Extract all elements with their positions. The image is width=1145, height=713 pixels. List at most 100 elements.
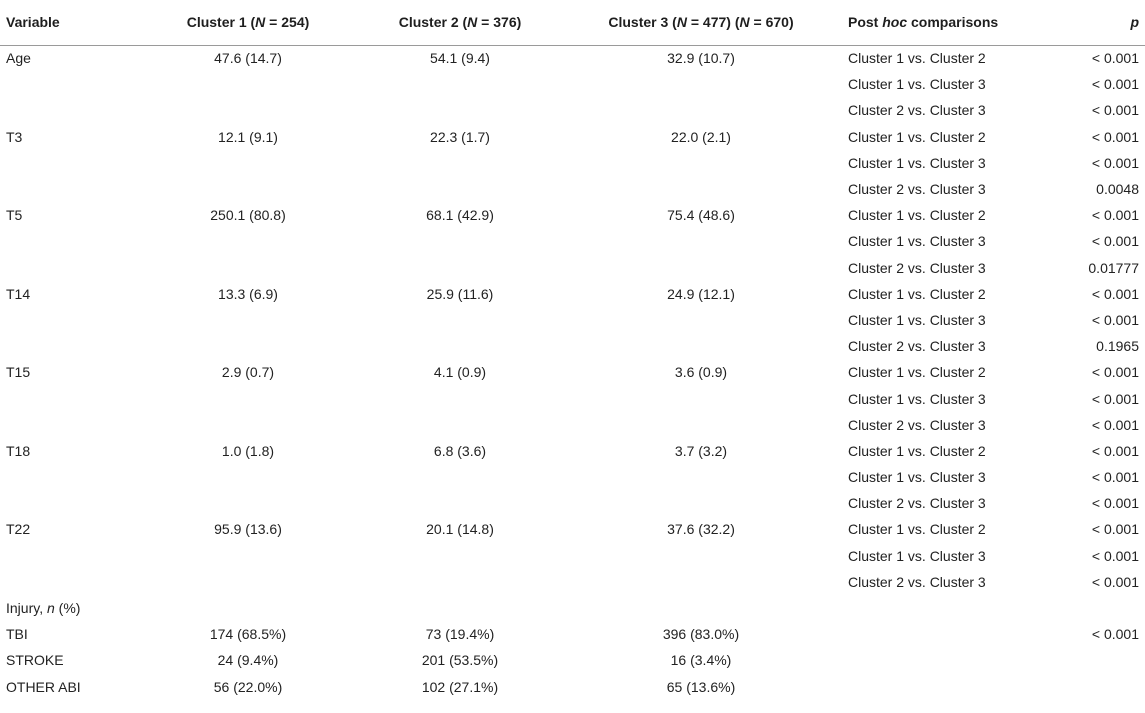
variable-cell: T14 xyxy=(6,285,31,302)
cluster-3-cell: 396 (83.0%) xyxy=(662,626,740,643)
p-value-cell: < 0.001 xyxy=(1091,311,1139,328)
comparison-cell: Cluster 1 vs. Cluster 2 xyxy=(848,128,986,145)
variable-cell: T5 xyxy=(6,207,23,224)
p-value-cell: < 0.001 xyxy=(1091,390,1139,407)
cluster-3-cell xyxy=(566,333,836,359)
cluster-1-cell xyxy=(142,464,354,490)
cluster-2-cell xyxy=(354,490,566,516)
cluster-1-cell: 13.3 (6.9) xyxy=(218,285,278,302)
cluster-1-cell: 1.0 (1.8) xyxy=(221,442,275,459)
p-value-cell: < 0.001 xyxy=(1091,233,1139,250)
comparison-cell: Cluster 2 vs. Cluster 3 xyxy=(848,495,986,512)
cluster-1-cell: 95.9 (13.6) xyxy=(214,521,282,538)
cluster-1-cell xyxy=(142,412,354,438)
variable-cell xyxy=(0,385,142,411)
table-row: Cluster 1 vs. Cluster 3 < 0.001 xyxy=(0,228,1145,254)
variable-cell xyxy=(0,464,142,490)
cluster-2-cell xyxy=(354,307,566,333)
cluster-1-cell: 24 (9.4%) xyxy=(217,652,279,669)
table-row: Cluster 1 vs. Cluster 3 < 0.001 xyxy=(0,385,1145,411)
cluster-3-cell: 37.6 (32.2) xyxy=(667,521,735,538)
p-value-cell: < 0.001 xyxy=(1091,364,1139,381)
cluster-1-cell xyxy=(142,307,354,333)
comparison-cell: Cluster 2 vs. Cluster 3 xyxy=(848,181,986,198)
variable-cell xyxy=(0,150,142,176)
comparison-cell xyxy=(836,647,1060,673)
injury-row: TBI 174 (68.5%) 73 (19.4%) 396 (83.0%) < 0.0… xyxy=(0,621,1145,647)
table-row: Cluster 1 vs. Cluster 3 < 0.001 xyxy=(0,543,1145,569)
p-value-cell: < 0.001 xyxy=(1091,285,1139,302)
comparison-cell: Cluster 2 vs. Cluster 3 xyxy=(848,259,986,276)
variable-cell: TBI xyxy=(6,626,28,643)
cluster-2-cell: 22.3 (1.7) xyxy=(430,128,490,145)
variable-cell xyxy=(0,333,142,359)
table-row: Cluster 1 vs. Cluster 3 < 0.001 xyxy=(0,71,1145,97)
cluster-3-cell xyxy=(566,385,836,411)
cluster-1-cell xyxy=(142,228,354,254)
cluster-2-cell xyxy=(354,412,566,438)
empty-cell xyxy=(1060,595,1145,621)
table-row: Cluster 2 vs. Cluster 3 0.0048 xyxy=(0,176,1145,202)
cluster-2-cell xyxy=(354,569,566,595)
cluster-1-cell xyxy=(142,490,354,516)
cluster-2-cell xyxy=(354,150,566,176)
cluster-2-cell: 73 (19.4%) xyxy=(425,626,495,643)
variable-cell xyxy=(0,176,142,202)
variable-cell xyxy=(0,569,142,595)
header-cluster-1: Cluster 1 (N = 254) xyxy=(142,0,354,46)
p-value-cell: < 0.001 xyxy=(1091,547,1139,564)
table-row: Cluster 2 vs. Cluster 3 0.01777 xyxy=(0,255,1145,281)
p-value-cell: 0.1965 xyxy=(1096,338,1139,355)
p-value-cell: 0.0048 xyxy=(1096,181,1139,198)
comparison-cell: Cluster 1 vs. Cluster 2 xyxy=(848,521,986,538)
cluster-3-cell: 24.9 (12.1) xyxy=(667,285,735,302)
comparison-cell: Cluster 1 vs. Cluster 2 xyxy=(848,207,986,224)
table-row: Cluster 1 vs. Cluster 3 < 0.001 xyxy=(0,150,1145,176)
comparison-cell: Cluster 1 vs. Cluster 2 xyxy=(848,364,986,381)
comparison-cell xyxy=(836,621,1060,647)
cluster-2-cell xyxy=(354,228,566,254)
comparison-cell: Cluster 1 vs. Cluster 3 xyxy=(848,311,986,328)
comparison-cell: Cluster 2 vs. Cluster 3 xyxy=(848,338,986,355)
comparison-cell: Cluster 1 vs. Cluster 3 xyxy=(848,76,986,93)
variable-cell: T3 xyxy=(6,128,23,145)
cluster-2-cell xyxy=(354,464,566,490)
cluster-1-cell xyxy=(142,569,354,595)
table-row: Cluster 2 vs. Cluster 3 0.1965 xyxy=(0,333,1145,359)
cluster-2-cell xyxy=(354,385,566,411)
table-row: Cluster 1 vs. Cluster 3 < 0.001 xyxy=(0,307,1145,333)
variable-cell xyxy=(0,307,142,333)
table-row: Cluster 2 vs. Cluster 3 < 0.001 xyxy=(0,569,1145,595)
p-value-cell: < 0.001 xyxy=(1091,442,1139,459)
cluster-2-cell: 6.8 (3.6) xyxy=(433,442,487,459)
cluster-3-cell xyxy=(566,97,836,123)
variable-cell: STROKE xyxy=(6,652,64,669)
variable-cell xyxy=(0,71,142,97)
variable-cell: T15 xyxy=(6,364,31,381)
header-cluster-3: Cluster 3 (N = 477) (N = 670) xyxy=(566,0,836,46)
empty-cell xyxy=(142,595,354,621)
p-value-cell xyxy=(1060,647,1145,673)
table-row: T22 95.9 (13.6) 20.1 (14.8) 37.6 (32.2) Clus… xyxy=(0,516,1145,542)
cluster-1-cell xyxy=(142,385,354,411)
cluster-1-cell xyxy=(142,176,354,202)
cluster-1-cell xyxy=(142,543,354,569)
cluster-3-cell: 32.9 (10.7) xyxy=(667,50,735,67)
cluster-3-cell xyxy=(566,569,836,595)
p-value-cell: < 0.001 xyxy=(1091,50,1139,67)
variable-cell: Age xyxy=(6,50,31,67)
p-value-cell: < 0.001 xyxy=(1091,416,1139,433)
cluster-2-cell xyxy=(354,333,566,359)
header-p: p xyxy=(1060,0,1145,46)
cluster-1-cell: 174 (68.5%) xyxy=(209,626,287,643)
comparison-cell: Cluster 1 vs. Cluster 2 xyxy=(848,50,986,67)
cluster-3-cell: 3.7 (3.2) xyxy=(674,442,728,459)
cluster-1-cell xyxy=(142,255,354,281)
cluster-2-cell xyxy=(354,97,566,123)
variable-cell xyxy=(0,97,142,123)
cluster-3-cell xyxy=(566,412,836,438)
comparison-cell: Cluster 1 vs. Cluster 3 xyxy=(848,469,986,486)
cluster-3-cell xyxy=(566,150,836,176)
variable-cell: OTHER ABI xyxy=(6,678,81,695)
